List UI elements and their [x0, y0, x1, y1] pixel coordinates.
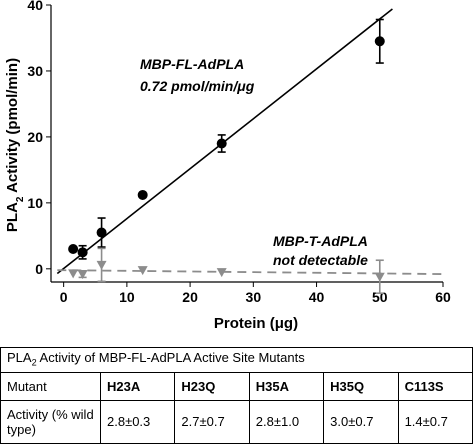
data-point [216, 138, 227, 149]
activity-cell: 1.4±0.7 [397, 399, 474, 445]
mutant-cell: H35A [248, 372, 325, 401]
data-point [374, 272, 385, 282]
table-row-mutant: Mutant H23A H23Q H35A H35Q C113S [0, 372, 474, 401]
table-caption-sub: 2 [31, 357, 37, 368]
activity-cell: 2.8±0.3 [99, 399, 176, 445]
table-caption: PLA2 Activity of MBP-FL-AdPLA Active Sit… [0, 346, 473, 374]
annotation-t-status: not detectable [273, 252, 368, 268]
x-tick-label: 30 [246, 289, 262, 305]
data-point [77, 247, 88, 258]
mutant-activity-table: PLA2 Activity of MBP-FL-AdPLA Active Sit… [0, 346, 474, 445]
y-tick-label: 0 [35, 261, 43, 277]
chart-axes [50, 5, 443, 283]
data-point [96, 260, 107, 270]
data-point [96, 227, 107, 238]
mutant-cell: C113S [397, 372, 474, 401]
y-tick-label: 30 [27, 63, 43, 79]
activity-cell: 3.0±0.7 [323, 399, 399, 445]
x-tick-label: 40 [309, 289, 325, 305]
table-row-activity: Activity (% wild type) 2.8±0.3 2.7±0.7 2… [0, 399, 474, 445]
x-tick-label: 0 [60, 289, 68, 305]
activity-cell: 2.8±1.0 [248, 399, 325, 445]
annotation-fl-name: MBP-FL-AdPLA [140, 56, 244, 72]
mutant-cell: H35Q [323, 372, 399, 401]
y-axis-title-main: PLA [4, 202, 21, 232]
data-point [68, 244, 79, 255]
mutant-cell: H23Q [174, 372, 250, 401]
mutant-cell: H23A [99, 372, 176, 401]
data-point [68, 269, 79, 279]
x-tick-label: 10 [119, 289, 135, 305]
table-caption-rest: Activity of MBP-FL-AdPLA Active Site Mut… [36, 349, 305, 365]
x-tick-label: 60 [435, 289, 451, 305]
y-tick-label: 40 [27, 0, 43, 13]
chart: 0 10 20 30 40 50 60 0 10 20 30 40 MBP-FL-AdPLA 0.72… [4, 0, 451, 332]
table-caption-main: PLA [7, 349, 32, 365]
x-axis-title: Protein (μg) [214, 315, 298, 332]
y-axis-title-rest: Activity (pmol/min) [4, 58, 21, 197]
data-point [77, 270, 88, 280]
data-point [137, 266, 148, 276]
y-tick-label: 10 [27, 195, 43, 211]
row-header-mutant: Mutant [0, 372, 101, 401]
y-axis-title-sub: 2 [15, 196, 26, 202]
y-axis-title: PLA2 Activity (pmol/min) [4, 58, 26, 232]
y-tick-label: 20 [27, 129, 43, 145]
data-point [216, 268, 227, 278]
chart-series [56, 8, 444, 295]
row-header-activity: Activity (% wild type) [0, 399, 101, 445]
data-point [374, 36, 385, 47]
x-tick-label: 20 [182, 289, 198, 305]
data-point [137, 189, 148, 200]
annotation-fl-rate: 0.72 pmol/min/μg [140, 78, 255, 94]
annotation-t-name: MBP-T-AdPLA [273, 233, 368, 249]
fit-line-1 [57, 269, 444, 275]
activity-cell: 2.7±0.7 [174, 399, 250, 445]
